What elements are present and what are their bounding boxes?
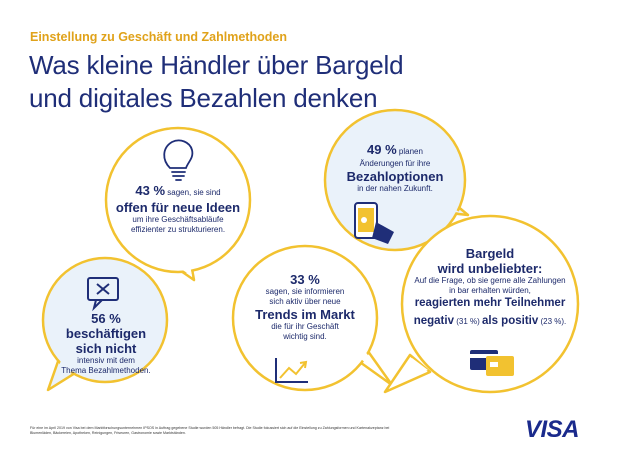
trends-text4: wichtig sind. xyxy=(283,332,327,341)
trends-text2: sich aktiv über neue xyxy=(269,297,341,306)
ideas-text2: um ihre Geschäftsabläufe xyxy=(132,215,224,224)
bubble-bargeld xyxy=(383,214,580,394)
bezahl-text2: Thema Bezahlmethoden. xyxy=(61,366,151,375)
ideas-text3: effizienter zu strukturieren. xyxy=(130,225,226,234)
trends-text3: die für ihr Geschäft xyxy=(271,322,339,331)
footnote: Für eine im April 2019 von Visa bei dem … xyxy=(30,426,390,435)
trends-text: 33 % sagen, sie informieren sich aktiv ü… xyxy=(245,272,365,342)
bargeld-head2: wird unbeliebter: xyxy=(437,261,543,276)
ideas-bold: offen für neue Ideen xyxy=(115,200,241,215)
message-x-icon xyxy=(87,277,119,312)
lightbulb-icon xyxy=(163,139,194,181)
bargeld-text1: Auf die Frage, ob sie gerne alle Zahlung… xyxy=(414,276,566,285)
bargeld-text: Bargeld wird unbeliebter: Auf die Frage,… xyxy=(412,246,568,329)
bargeld-n2: (23 %). xyxy=(538,317,567,326)
bezahl-text1: intensiv mit dem xyxy=(77,356,135,365)
kicker: Einstellung zu Geschäft und Zahlmethoden xyxy=(30,30,287,44)
bargeld-n1: (31 %) xyxy=(453,317,482,326)
cards-icon xyxy=(470,350,514,376)
bargeld-head1: Bargeld xyxy=(465,246,515,261)
payment-pct: 49 % xyxy=(367,142,397,157)
ideas-text: 43 % sagen, sie sind offen für neue Idee… xyxy=(112,182,244,235)
trend-chart-icon xyxy=(275,358,308,383)
ideas-text1: sagen, sie sind xyxy=(165,188,221,197)
ideas-pct: 43 % xyxy=(135,183,166,198)
bubble-bezahl xyxy=(41,256,169,392)
page-title: Was kleine Händler über Bargeld und digi… xyxy=(29,49,404,115)
visa-logo: VISA xyxy=(525,416,580,443)
trends-bold: Trends im Markt xyxy=(255,307,355,322)
title-line-2: und digitales Bezahlen denken xyxy=(29,83,378,113)
payment-text: 49 % planen Änderungen für ihre Bezahlop… xyxy=(332,141,458,194)
bargeld-bold3: als positiv xyxy=(482,315,539,327)
bargeld-text2: in bar erhalten würden, xyxy=(449,286,531,295)
payment-text2: Änderungen für ihre xyxy=(359,159,431,168)
smartphone-payment-icon xyxy=(354,202,394,244)
payment-text3: in der nahen Zukunft. xyxy=(357,184,433,193)
trends-pct: 33 % xyxy=(290,272,320,287)
bubble-trends xyxy=(231,244,394,392)
title-line-1: Was kleine Händler über Bargeld xyxy=(29,50,404,80)
bargeld-bold1: reagierten mehr Teilnehmer xyxy=(414,297,566,309)
bezahl-bold2: sich nicht xyxy=(75,341,137,356)
bubble-ideas xyxy=(104,126,252,282)
payment-text1: planen xyxy=(396,147,423,156)
bargeld-bold2: negativ xyxy=(413,315,454,327)
trends-text1: sagen, sie informieren xyxy=(265,287,345,296)
bezahl-text: 56 % beschäftigen sich nicht intensiv mi… xyxy=(50,311,162,376)
payment-bold: Bezahloptionen xyxy=(346,169,444,184)
bezahl-bold1: 56 % beschäftigen xyxy=(65,311,147,341)
